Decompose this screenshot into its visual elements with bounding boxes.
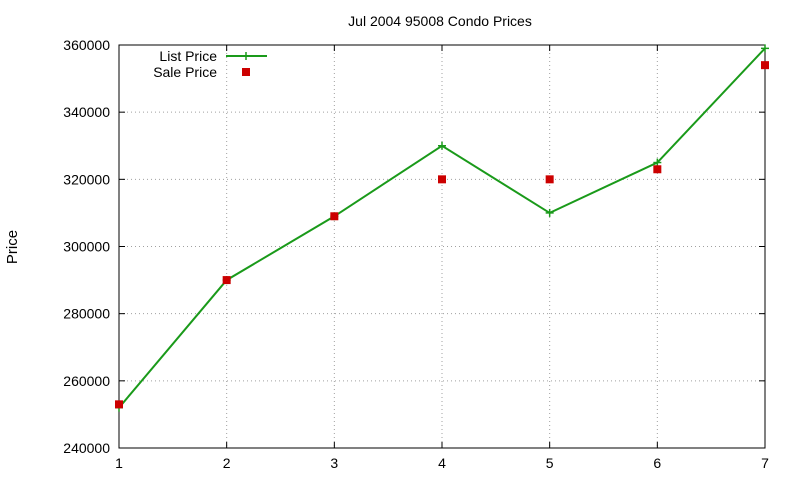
y-tick-label: 260000 — [63, 373, 110, 389]
list-price-point — [545, 208, 554, 217]
legend-plus-marker — [242, 52, 250, 60]
x-tick-label: 6 — [653, 455, 661, 471]
series-2 — [115, 61, 769, 409]
list-price-point — [653, 158, 662, 167]
sale-price-point — [115, 400, 123, 409]
list-price-point — [438, 141, 446, 150]
x-tick-label: 3 — [330, 455, 338, 471]
sale-price-point — [761, 61, 769, 70]
sale-price-point — [438, 175, 446, 184]
sale-price-point — [653, 165, 662, 174]
x-tick-label: 4 — [438, 455, 446, 471]
legend-label: Sale Price — [153, 64, 217, 80]
legend-square-marker — [242, 68, 250, 76]
sale-price-point — [222, 276, 231, 285]
y-tick-label: 240000 — [63, 440, 110, 456]
list-price-point — [761, 44, 769, 53]
y-axis-label: Price — [4, 230, 21, 264]
x-tick-label: 2 — [223, 455, 231, 471]
series-1 — [115, 44, 769, 412]
x-tick-label: 7 — [761, 455, 769, 471]
sale-price-point — [545, 175, 554, 184]
y-tick-label: 360000 — [63, 37, 110, 53]
y-tick-label: 300000 — [63, 239, 110, 255]
x-tick-label: 1 — [115, 455, 123, 471]
grid-lines — [119, 45, 765, 448]
y-tick-label: 320000 — [63, 171, 110, 187]
chart-title: Jul 2004 95008 Condo Prices — [348, 13, 532, 29]
axis-ticks: 1 2 3 4 5 6 7 240000 260000 280000 300000 320000 340… — [63, 37, 769, 471]
data-series — [115, 44, 769, 412]
x-tick-label: 5 — [546, 455, 554, 471]
y-tick-label: 340000 — [63, 104, 110, 120]
sale-price-point — [330, 212, 339, 221]
legend-label: List Price — [159, 48, 217, 64]
y-tick-label: 280000 — [63, 306, 110, 322]
